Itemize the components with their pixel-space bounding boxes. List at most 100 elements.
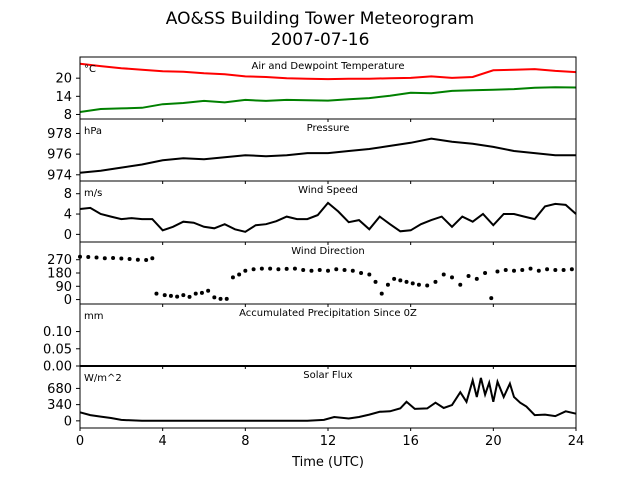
data-point xyxy=(193,291,198,296)
y-tick-label: 0.05 xyxy=(43,342,72,357)
x-tick-label: 16 xyxy=(402,434,419,449)
data-point xyxy=(416,282,421,287)
panel-title: Accumulated Precipitation Since 0Z xyxy=(239,308,417,319)
data-point xyxy=(150,256,155,261)
data-point xyxy=(86,255,91,260)
x-tick-label: 0 xyxy=(76,434,84,449)
data-point xyxy=(495,269,500,274)
data-point xyxy=(483,271,488,275)
y-tick-label: 4 xyxy=(64,208,72,223)
panel-unit-label: °C xyxy=(84,64,96,75)
panel-title: Air and Dewpoint Temperature xyxy=(252,61,405,72)
data-point xyxy=(317,268,322,273)
panel-unit-label: mm xyxy=(84,311,103,322)
panel-title: Wind Speed xyxy=(298,185,358,196)
panel-title: Pressure xyxy=(307,123,350,134)
data-point xyxy=(206,288,211,293)
data-point xyxy=(474,276,479,281)
data-point xyxy=(520,268,525,273)
panel-wspd: 0 4 8 m/s Wind Speed xyxy=(64,180,577,245)
data-point xyxy=(512,268,516,273)
series-wdir-0 xyxy=(78,254,574,301)
panel-unit-label: W/m^2 xyxy=(84,373,122,384)
data-point xyxy=(187,294,192,299)
data-point xyxy=(450,275,454,280)
data-point xyxy=(127,256,132,261)
panel-pres: 974 976 978 hPa Pressure xyxy=(47,118,577,184)
data-point xyxy=(404,279,409,284)
data-point xyxy=(268,266,273,271)
data-point xyxy=(359,271,364,275)
data-point xyxy=(301,268,306,273)
data-point xyxy=(350,268,355,273)
data-point xyxy=(154,291,159,296)
data-point xyxy=(379,291,384,296)
data-point xyxy=(199,290,204,295)
x-tick-label: 20 xyxy=(485,434,502,449)
data-point xyxy=(237,272,242,277)
data-point xyxy=(276,267,281,272)
y-tick-label: 270 xyxy=(47,253,72,268)
data-point xyxy=(251,267,256,272)
x-axis-label: Time (UTC) xyxy=(291,455,364,470)
data-point xyxy=(168,293,173,298)
data-point xyxy=(224,296,229,301)
y-tick-label: 0 xyxy=(64,414,72,429)
data-point xyxy=(528,266,533,271)
y-tick-label: 340 xyxy=(47,398,72,413)
y-tick-label: 180 xyxy=(47,267,72,282)
data-point xyxy=(259,266,264,271)
data-point xyxy=(326,268,330,273)
panel-prec: 0.00 0.05 0.10 mm Accumulated Precipitation … xyxy=(43,303,577,375)
data-point xyxy=(230,275,235,280)
series-line-solar-0 xyxy=(79,376,577,422)
y-tick-label: 8 xyxy=(64,108,72,123)
data-point xyxy=(545,267,550,272)
data-point xyxy=(342,268,347,273)
data-point xyxy=(212,295,217,300)
y-tick-label: 0 xyxy=(64,293,72,308)
data-point xyxy=(334,267,339,272)
data-point xyxy=(466,273,471,278)
data-point xyxy=(458,282,463,287)
y-tick-label: 974 xyxy=(47,168,72,183)
series-line-wspd-0 xyxy=(79,201,577,233)
panel-unit-label: hPa xyxy=(84,126,102,137)
data-point xyxy=(385,282,390,287)
series-line-pres-0 xyxy=(79,137,576,174)
data-point xyxy=(284,266,289,271)
series-line-temp-1 xyxy=(79,86,577,113)
data-point xyxy=(119,256,124,261)
data-point xyxy=(162,293,167,298)
data-point xyxy=(111,255,116,260)
y-tick-label: 8 xyxy=(64,187,72,202)
data-point xyxy=(410,281,415,286)
data-point xyxy=(392,276,397,281)
data-point xyxy=(425,283,430,288)
data-point xyxy=(94,255,99,260)
y-tick-label: 680 xyxy=(47,382,72,397)
data-point xyxy=(181,293,186,298)
x-axis: 0 4 8 12 16 20 24 xyxy=(76,434,584,449)
data-point xyxy=(243,268,248,273)
data-point xyxy=(441,272,446,277)
y-tick-label: 0.00 xyxy=(43,360,72,375)
data-point xyxy=(175,294,180,299)
data-point xyxy=(489,296,494,301)
y-tick-label: 14 xyxy=(55,90,72,105)
x-tick-label: 24 xyxy=(568,434,585,449)
panel-unit-label: m/s xyxy=(84,188,102,199)
data-point xyxy=(102,256,107,261)
x-tick-label: 8 xyxy=(241,434,249,449)
data-point xyxy=(144,258,149,263)
data-point xyxy=(373,279,378,284)
x-tick-label: 12 xyxy=(320,434,337,449)
x-tick-label: 4 xyxy=(159,434,167,449)
data-point xyxy=(433,279,438,284)
y-tick-label: 90 xyxy=(55,280,72,295)
data-point xyxy=(218,296,223,301)
series-line-temp-0 xyxy=(79,62,577,81)
